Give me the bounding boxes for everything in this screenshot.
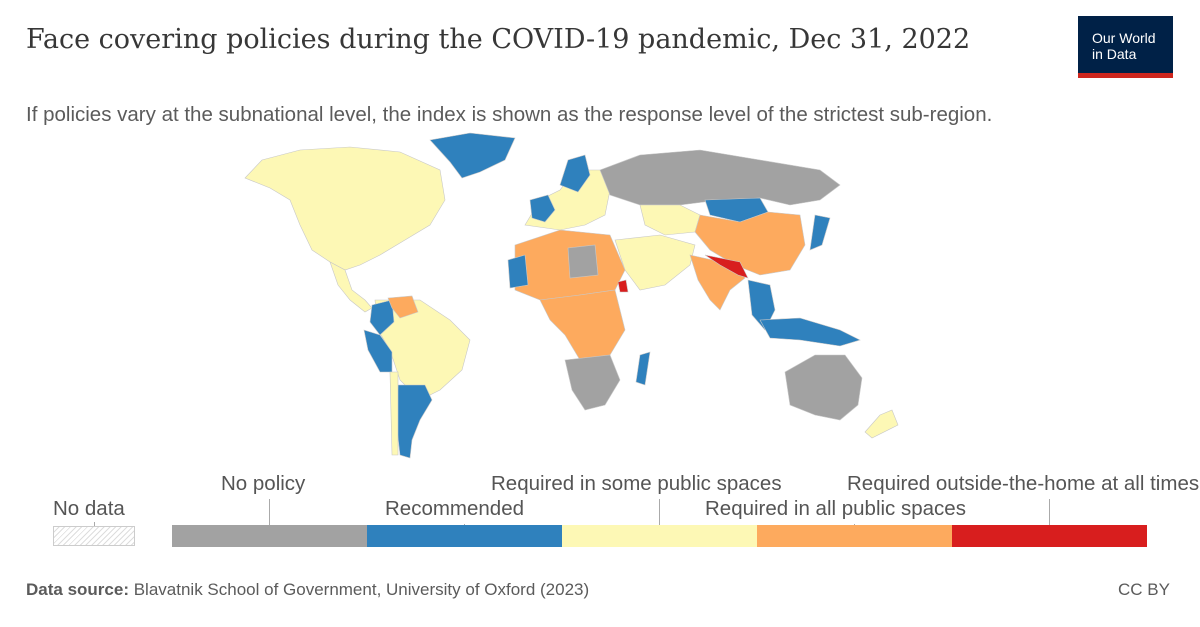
legend-swatch-required-some[interactable] [562, 525, 757, 547]
legend-swatch-required-outside[interactable] [952, 525, 1147, 547]
data-source-text[interactable]: Blavatnik School of Government, Universi… [133, 580, 590, 599]
region-chile[interactable] [389, 371, 399, 456]
region-china[interactable] [694, 211, 806, 276]
legend-label-recommended: Recommended [385, 497, 525, 520]
legend-no-data-swatch [53, 526, 135, 546]
legend-label-no-policy: No policy [221, 472, 306, 495]
region-libya[interactable] [567, 244, 599, 279]
legend-swatch-required-all[interactable] [757, 525, 952, 547]
chart-subtitle: If policies vary at the subnational leve… [26, 103, 993, 126]
legend-tick-no-policy [269, 499, 270, 525]
region-central-america[interactable] [329, 261, 373, 313]
legend-tick-recommended [464, 524, 465, 525]
region-colombia[interactable] [369, 299, 395, 336]
region-indonesia[interactable] [759, 317, 861, 347]
legend-tick-required-all [854, 524, 855, 525]
region-central-africa[interactable] [539, 289, 626, 361]
region-kazakhstan[interactable] [639, 204, 701, 236]
chart-title: Face covering policies during the COVID-… [26, 24, 971, 55]
region-scandinavia[interactable] [559, 154, 591, 193]
region-west-africa[interactable] [507, 254, 529, 289]
region-argentina[interactable] [395, 384, 433, 459]
region-nepal-bangladesh[interactable] [704, 254, 749, 279]
region-southern-africa[interactable] [564, 354, 621, 411]
legend-swatch-recommended[interactable] [367, 525, 562, 547]
region-japan[interactable] [809, 214, 831, 251]
legend-label-required-some: Required in some public spaces [491, 472, 782, 495]
owid-logo[interactable]: Our World in Data [1078, 16, 1173, 78]
legend-label-required-outside: Required outside-the-home at all times [847, 472, 1200, 495]
region-venezuela[interactable] [387, 295, 419, 319]
license-link[interactable]: CC BY [1118, 580, 1170, 599]
region-north-america[interactable] [244, 146, 446, 271]
region-australia[interactable] [784, 354, 863, 421]
region-russia[interactable] [599, 149, 841, 206]
region-middle-east[interactable] [614, 234, 696, 291]
legend-no-data-label: No data [53, 497, 125, 520]
data-source: Data source: Blavatnik School of Governm… [26, 580, 589, 600]
logo-line-2: in Data [1092, 46, 1137, 62]
region-madagascar[interactable] [635, 351, 651, 386]
region-greenland[interactable] [429, 132, 516, 179]
legend-tick-required-outside [1049, 499, 1050, 525]
world-map[interactable] [0, 128, 1200, 468]
legend-swatch-no-policy[interactable] [172, 525, 367, 547]
data-source-label: Data source: [26, 580, 129, 599]
legend-label-required-all: Required in all public spaces [705, 497, 966, 520]
legend-no-data-tick [94, 522, 95, 526]
legend-tick-required-some [659, 499, 660, 525]
region-western-europe[interactable] [529, 194, 556, 223]
region-eritrea[interactable] [617, 279, 629, 293]
logo-line-1: Our World [1092, 30, 1156, 46]
logo-accent-bar [1078, 73, 1173, 78]
region-new-zealand[interactable] [864, 409, 899, 439]
